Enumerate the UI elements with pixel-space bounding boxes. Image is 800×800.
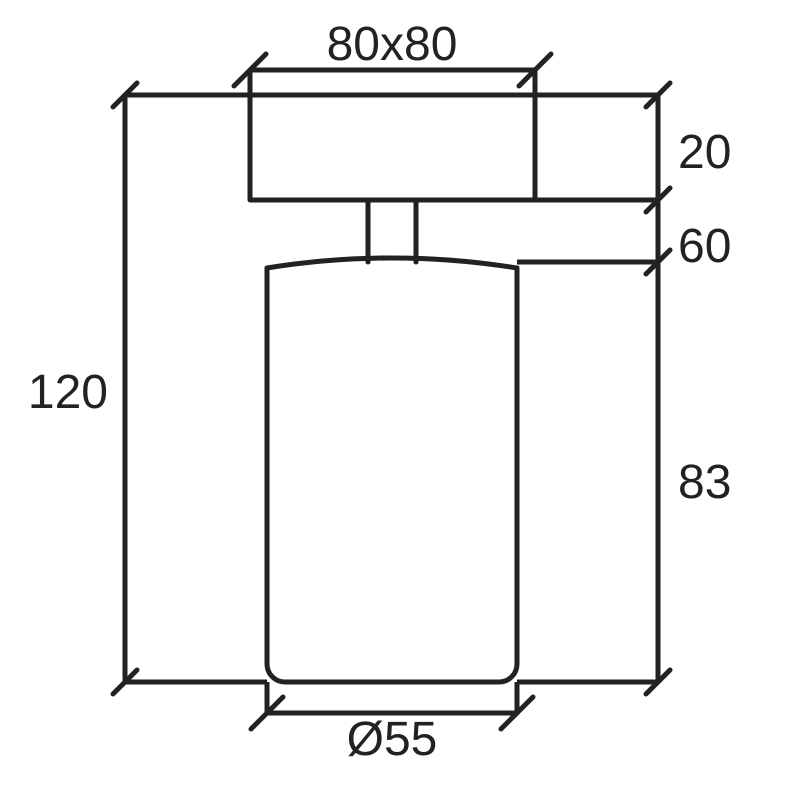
dim-bottom <box>267 682 517 713</box>
dim-right <box>517 95 658 682</box>
dim-20-label: 20 <box>678 126 731 179</box>
dim-left <box>125 95 267 682</box>
dim-120-label: 120 <box>28 366 108 419</box>
dim-83-label: 83 <box>678 456 731 509</box>
dim-bottom-label: Ø55 <box>347 713 438 766</box>
dim-60-label: 60 <box>678 220 731 273</box>
dim-top-label: 80x80 <box>327 18 458 71</box>
mounting-plate <box>250 95 535 200</box>
fixture-outline <box>250 95 535 682</box>
dim-top <box>250 70 535 95</box>
cylinder-body <box>267 258 517 682</box>
